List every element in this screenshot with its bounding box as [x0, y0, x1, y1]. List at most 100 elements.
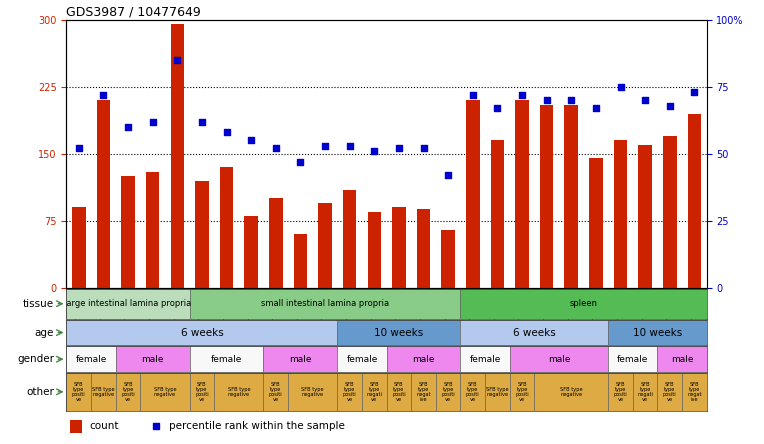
Bar: [392, 207, 406, 288]
Text: SFB type
negative: SFB type negative: [92, 387, 115, 397]
Text: tissue: tissue: [23, 299, 54, 309]
Text: small intestinal lamina propria: small intestinal lamina propria: [261, 299, 389, 308]
Bar: [613, 140, 627, 288]
Bar: [244, 216, 258, 288]
Text: gender: gender: [17, 354, 54, 364]
Point: [417, 145, 429, 152]
Text: SFB
type
positi
ve: SFB type positi ve: [343, 382, 357, 402]
Text: SFB type
negative: SFB type negative: [560, 387, 583, 397]
Text: male: male: [289, 355, 312, 364]
Text: 6 weeks: 6 weeks: [180, 328, 223, 337]
Bar: [195, 181, 209, 288]
Bar: [264, 346, 338, 372]
Bar: [663, 136, 677, 288]
Text: male: male: [413, 355, 435, 364]
Text: 6 weeks: 6 weeks: [513, 328, 555, 337]
Bar: [466, 100, 480, 288]
Text: male: male: [671, 355, 693, 364]
Text: SFB
type
positi
ve: SFB type positi ve: [466, 382, 480, 402]
Text: large intestinal lamina propria: large intestinal lamina propria: [64, 299, 192, 308]
Bar: [170, 24, 184, 288]
Bar: [387, 346, 461, 372]
Point: [221, 129, 233, 136]
Bar: [416, 209, 430, 288]
Point: [122, 123, 134, 131]
Bar: [338, 373, 362, 411]
Bar: [220, 167, 233, 288]
Bar: [688, 114, 701, 288]
Bar: [141, 373, 189, 411]
Bar: [461, 289, 707, 319]
Bar: [72, 207, 86, 288]
Point: [565, 97, 578, 104]
Bar: [66, 320, 338, 345]
Text: GDS3987 / 10477649: GDS3987 / 10477649: [66, 6, 201, 19]
Text: SFB
type
positi
ve: SFB type positi ve: [195, 382, 209, 402]
Bar: [146, 172, 160, 288]
Bar: [343, 190, 357, 288]
Bar: [362, 373, 387, 411]
Bar: [121, 176, 134, 288]
Text: male: male: [548, 355, 570, 364]
Bar: [608, 373, 633, 411]
Bar: [534, 373, 608, 411]
Text: count: count: [89, 421, 118, 431]
Point: [614, 83, 626, 91]
Point: [73, 145, 85, 152]
Text: 10 weeks: 10 weeks: [374, 328, 423, 337]
Text: male: male: [141, 355, 164, 364]
Text: SFB
type
positi
ve: SFB type positi ve: [72, 382, 86, 402]
Text: SFB
type
negati
ve: SFB type negati ve: [637, 382, 653, 402]
Bar: [338, 320, 461, 345]
Point: [688, 89, 701, 96]
Bar: [189, 346, 264, 372]
Text: SFB
type
negat
ive: SFB type negat ive: [687, 382, 701, 402]
Point: [270, 145, 282, 152]
Text: female: female: [211, 355, 242, 364]
Bar: [658, 373, 682, 411]
Bar: [319, 203, 332, 288]
Text: SFB
type
positi
ve: SFB type positi ve: [392, 382, 406, 402]
Point: [171, 56, 183, 63]
Bar: [367, 212, 381, 288]
Bar: [66, 289, 189, 319]
Bar: [565, 105, 578, 288]
Point: [294, 159, 306, 166]
Text: SFB
type
positi
ve: SFB type positi ve: [663, 382, 677, 402]
Text: SFB
type
negat
ive: SFB type negat ive: [416, 382, 431, 402]
Text: SFB
type
positi
ve: SFB type positi ve: [613, 382, 627, 402]
Bar: [510, 346, 608, 372]
Bar: [66, 346, 115, 372]
Bar: [485, 373, 510, 411]
Bar: [91, 373, 115, 411]
Bar: [115, 346, 189, 372]
Text: SFB
type
positi
ve: SFB type positi ve: [442, 382, 455, 402]
Bar: [540, 105, 553, 288]
Bar: [411, 373, 435, 411]
Bar: [387, 373, 411, 411]
Bar: [70, 420, 83, 433]
Point: [516, 91, 528, 99]
Text: SFB type
negative: SFB type negative: [302, 387, 324, 397]
Bar: [658, 346, 707, 372]
Bar: [96, 100, 110, 288]
Bar: [682, 373, 707, 411]
Text: spleen: spleen: [570, 299, 597, 308]
Bar: [189, 289, 461, 319]
Text: percentile rank within the sample: percentile rank within the sample: [169, 421, 345, 431]
Point: [590, 105, 602, 112]
Bar: [288, 373, 338, 411]
Point: [664, 102, 676, 109]
Text: female: female: [76, 355, 107, 364]
Point: [393, 145, 405, 152]
Point: [541, 97, 553, 104]
Text: other: other: [26, 387, 54, 397]
Text: SFB
type
positi
ve: SFB type positi ve: [515, 382, 529, 402]
Point: [97, 91, 109, 99]
Bar: [633, 373, 658, 411]
Bar: [608, 320, 707, 345]
Bar: [608, 346, 658, 372]
Bar: [115, 373, 141, 411]
Bar: [293, 234, 307, 288]
Bar: [264, 373, 288, 411]
